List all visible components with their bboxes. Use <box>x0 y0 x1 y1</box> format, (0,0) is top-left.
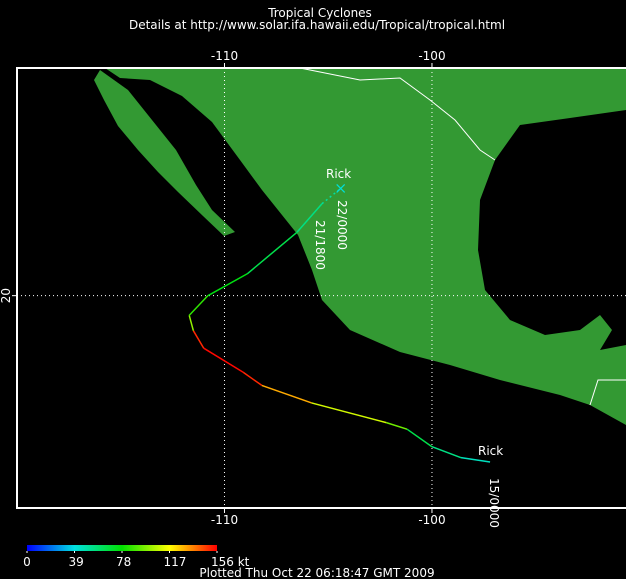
lon-tick-label: -110 <box>211 49 238 63</box>
track-segment <box>311 402 387 424</box>
storm-label: Rick <box>478 444 503 458</box>
colorbar-label: 78 <box>116 555 131 569</box>
track-segment <box>431 446 462 459</box>
mainland <box>105 68 626 425</box>
track-segment <box>246 231 298 275</box>
title: Tropical Cyclones <box>267 6 372 20</box>
borders <box>299 67 626 406</box>
track-end <box>336 183 346 193</box>
track-segment <box>261 384 312 404</box>
time-label: 22/0000 <box>335 200 349 250</box>
track-segment <box>386 421 408 430</box>
track-segment <box>192 330 205 349</box>
grid: -110 -110 -100 -100 20 <box>0 49 626 527</box>
track-segment <box>242 371 263 387</box>
time-label: 15/0000 <box>487 478 501 528</box>
colorbar <box>27 545 217 551</box>
track-segment <box>296 203 323 233</box>
us-border <box>299 67 496 161</box>
guatemala-border <box>589 379 626 406</box>
baja-peninsula <box>94 70 235 236</box>
subtitle: Details at http://www.solar.ifa.hawaii.e… <box>129 18 505 32</box>
lon-tick-label: -110 <box>211 513 238 527</box>
lat-tick-label: 20 <box>0 288 13 303</box>
track-segment <box>207 273 248 297</box>
track-segment <box>460 456 491 463</box>
track-segment <box>203 347 244 373</box>
colorbar-label: 39 <box>69 555 84 569</box>
land <box>94 68 626 425</box>
lon-tick-label: -100 <box>418 49 445 63</box>
time-label: 21/1800 <box>313 220 327 270</box>
track-segment <box>406 428 433 448</box>
track-segment <box>188 295 209 316</box>
footer: Plotted Thu Oct 22 06:18:47 GMT 2009 <box>199 566 434 579</box>
colorbar-label: 156 kt <box>211 555 250 569</box>
lon-tick-label: -100 <box>418 513 445 527</box>
colorbar-label: 0 <box>23 555 31 569</box>
storm-label: Rick <box>326 167 351 181</box>
track <box>188 183 491 463</box>
colorbar-label: 117 <box>164 555 187 569</box>
track-segment <box>188 315 195 331</box>
map-frame <box>16 67 626 509</box>
